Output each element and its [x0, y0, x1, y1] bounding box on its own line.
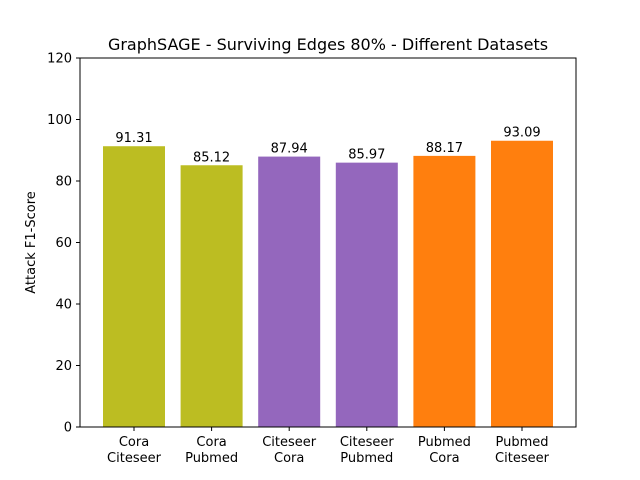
y-tick-label: 100: [47, 113, 72, 128]
x-axis-ticks: Cora Citeseer Cora Pubmed Citeseer Cora Citese…: [107, 427, 550, 466]
bar-value-label: 91.31: [115, 131, 152, 146]
bar: [180, 165, 243, 428]
y-tick-label: 60: [55, 236, 72, 251]
bar: [491, 140, 553, 428]
bars-group: [103, 140, 553, 428]
x-tick-label: Pubmed Cora: [418, 435, 471, 466]
bar-value-label: 88.17: [426, 141, 463, 156]
bar: [103, 146, 165, 428]
y-axis-label: Attack F1-Score: [24, 191, 39, 293]
plot-area-frame: [79, 57, 577, 428]
x-tick-label: Pubmed Citeseer: [495, 435, 550, 466]
y-tick-label: 80: [55, 175, 72, 190]
y-tick-label: 40: [55, 298, 72, 313]
x-tick-label: Cora Pubmed: [185, 435, 238, 466]
bar: [413, 155, 476, 427]
x-tick-label: Citeseer Cora: [262, 435, 317, 466]
bar: [258, 156, 321, 427]
bar: [335, 162, 398, 427]
y-axis-ticks: 0 20 40 60 80 100 120: [47, 52, 80, 436]
bar-value-label: 93.09: [503, 126, 540, 141]
y-tick-label: 120: [47, 52, 72, 67]
bar-value-label: 85.97: [348, 148, 385, 163]
value-labels-group: 91.31 85.12 87.94 85.97 88.17 93.09: [115, 126, 540, 166]
bar-value-label: 85.12: [193, 150, 230, 165]
y-tick-label: 20: [55, 359, 72, 374]
x-tick-label: Citeseer Pubmed: [340, 435, 395, 466]
bar-value-label: 87.94: [271, 142, 308, 157]
y-tick-label: 0: [64, 421, 72, 436]
chart-title: GraphSAGE - Surviving Edges 80% - Differ…: [108, 35, 548, 54]
x-tick-label: Cora Citeseer: [107, 435, 162, 466]
